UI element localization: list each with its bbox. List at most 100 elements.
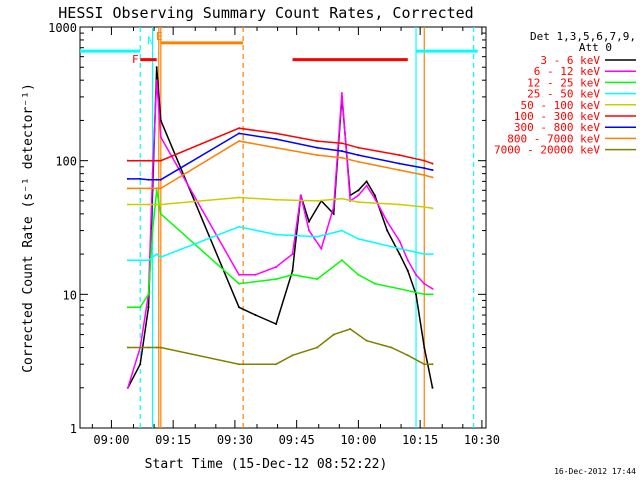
x-tick-label-4: 10:00 [340, 433, 376, 447]
series-5-point-1 [139, 159, 142, 162]
series-8-point-14 [423, 363, 426, 366]
series-0-point-21 [406, 269, 409, 272]
series-1-point-0 [126, 386, 129, 389]
legend-label-4: 50 - 100 keV [521, 99, 601, 112]
legend-header-0: Det 1,3,5,6,7,9, [530, 30, 636, 43]
series-4-point-11 [423, 206, 426, 209]
series-7-point-12 [431, 176, 434, 179]
series-2-point-11 [357, 273, 360, 276]
series-2-point-14 [423, 293, 426, 296]
series-7-point-2 [147, 187, 150, 190]
series-0-point-9 [291, 269, 294, 272]
series-2-point-7 [275, 278, 278, 281]
legend-label-0: 3 - 6 keV [540, 54, 600, 67]
flag-f-label: F [132, 53, 139, 66]
series-6-point-8 [340, 150, 343, 153]
series-5-point-9 [357, 146, 360, 149]
series-1-point-7 [254, 273, 257, 276]
series-6-point-11 [423, 167, 426, 170]
series-6-point-10 [398, 162, 401, 165]
series-line-0 [127, 67, 434, 389]
series-4-point-3 [155, 203, 158, 206]
series-7-point-4 [159, 187, 162, 190]
series-3-point-11 [423, 253, 426, 256]
series-8-point-6 [275, 363, 278, 366]
series-3-point-1 [139, 259, 142, 262]
series-5-point-5 [238, 127, 241, 130]
series-2-point-9 [316, 278, 319, 281]
series-6-point-6 [275, 138, 278, 141]
series-0-point-11 [308, 220, 311, 223]
series-1-point-22 [415, 273, 418, 276]
chart-title: HESSI Observing Summary Count Rates, Cor… [58, 4, 473, 22]
flag-e-label: E [156, 30, 163, 43]
legend-label-1: 6 - 12 keV [534, 65, 601, 78]
series-3-point-7 [316, 235, 319, 238]
series-6-point-12 [431, 169, 434, 172]
series-2-point-6 [238, 282, 241, 285]
y-tick-label-2: 100 [55, 155, 77, 169]
series-3-point-6 [275, 233, 278, 236]
series-8-point-0 [126, 346, 129, 349]
y-tick-label-0: 1 [70, 422, 77, 436]
series-5-point-7 [316, 140, 319, 143]
x-tick-label-5: 10:15 [402, 433, 438, 447]
x-tick-label-2: 09:30 [217, 433, 253, 447]
series-0-point-1 [139, 363, 142, 366]
legend-label-6: 300 - 800 keV [514, 121, 600, 134]
timestamp: 16-Dec-2012 17:44 [554, 467, 636, 476]
series-6-point-3 [155, 178, 158, 181]
series-0-point-7 [254, 314, 257, 317]
axes: 09:00 09:15 09:30 09:45 10:00 10:15 10:30 1 10 10… [48, 21, 500, 447]
series-0-point-16 [357, 189, 360, 192]
series-2-point-5 [159, 212, 162, 215]
series-1-point-18 [373, 197, 376, 200]
series-0-point-2 [147, 306, 150, 309]
y-axis-label: Corrected Count Rate (s⁻¹ detector⁻¹) [21, 83, 36, 373]
series-3-point-9 [357, 237, 360, 240]
series-1-point-20 [398, 240, 401, 243]
series-7-point-3 [155, 187, 158, 190]
series-8-point-15 [431, 363, 434, 366]
series-line-8 [127, 328, 433, 365]
series-4-point-12 [431, 207, 434, 210]
series-2-point-8 [291, 273, 294, 276]
series-1-point-3 [151, 172, 154, 175]
series-0-point-18 [373, 194, 376, 197]
y-tick-label-3: 1000 [48, 21, 77, 35]
series-8-point-3 [155, 346, 158, 349]
legend-label-2: 12 - 25 keV [527, 76, 600, 89]
series-1-point-19 [386, 220, 389, 223]
series-0-point-17 [365, 180, 368, 183]
series-0-point-8 [275, 322, 278, 325]
series-2-point-1 [139, 306, 142, 309]
series-7-point-8 [340, 156, 343, 159]
legend-label-5: 100 - 300 keV [514, 110, 600, 123]
series-1-point-6 [238, 273, 241, 276]
series-0-point-19 [386, 229, 389, 232]
x-tick-label-6: 10:30 [464, 433, 500, 447]
series-8-point-13 [406, 354, 409, 357]
series-5-point-0 [126, 159, 129, 162]
series-5-point-3 [155, 159, 158, 162]
series-2-point-13 [398, 287, 401, 290]
series-7-point-9 [357, 160, 360, 163]
legend-label-8: 7000 - 20000 keV [494, 144, 600, 157]
series-3-point-8 [340, 229, 343, 232]
series-1-point-8 [275, 266, 278, 269]
series-7-point-1 [139, 187, 142, 190]
series-4-point-1 [139, 203, 142, 206]
series-1-point-13 [332, 206, 335, 209]
series-8-point-5 [238, 363, 241, 366]
series-1-point-24 [431, 287, 434, 290]
series-8-point-4 [159, 346, 162, 349]
series-0-point-20 [398, 253, 401, 256]
series-1-point-23 [423, 282, 426, 285]
series-5-point-10 [398, 154, 401, 157]
series-6-point-4 [159, 178, 162, 181]
plot-frame [79, 26, 487, 429]
series-2-point-10 [340, 259, 343, 262]
series-1-point-4 [155, 79, 158, 82]
series-1-point-21 [406, 259, 409, 262]
series-line-1 [127, 80, 433, 389]
